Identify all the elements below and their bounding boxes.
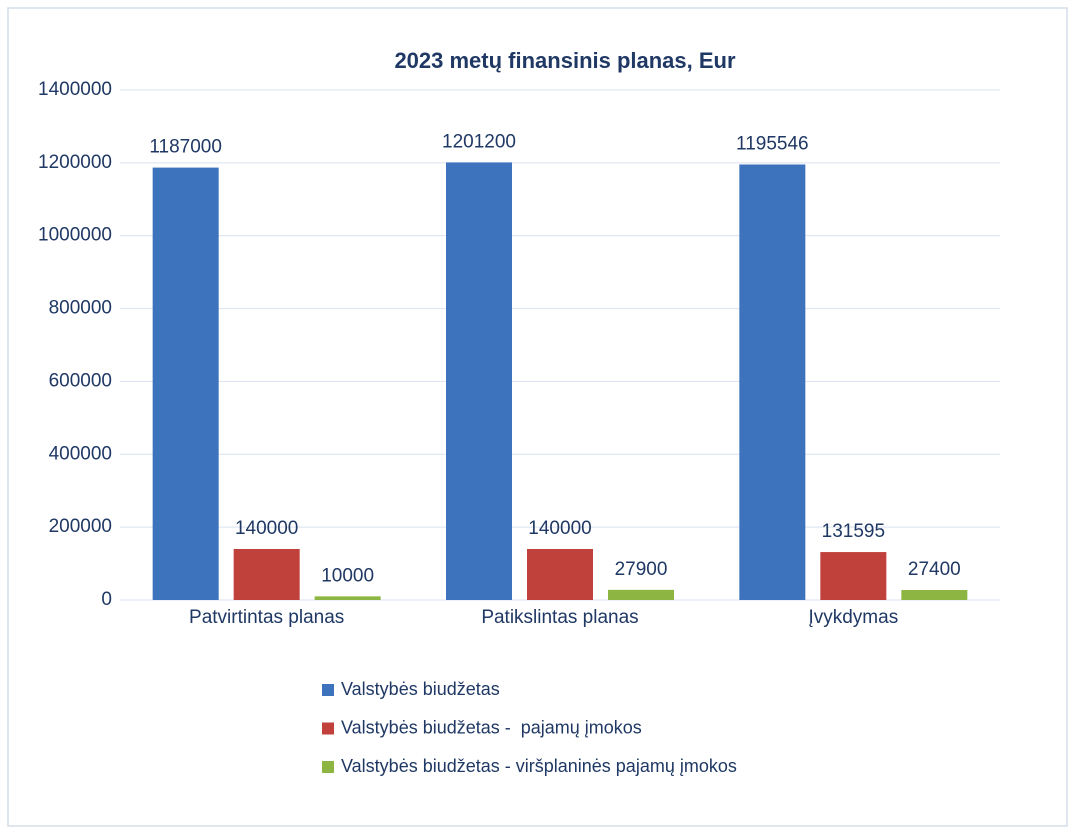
legend-label: Valstybės biudžetas - pajamų įmokos bbox=[341, 717, 642, 737]
legend-swatch bbox=[322, 684, 334, 696]
bar bbox=[314, 596, 381, 600]
data-label: 131595 bbox=[822, 521, 885, 542]
y-tick-label: 1200000 bbox=[38, 152, 112, 173]
bar bbox=[233, 549, 300, 600]
y-tick-label: 200000 bbox=[49, 516, 112, 537]
data-label: 140000 bbox=[528, 518, 591, 539]
y-tick-label: 1400000 bbox=[38, 79, 112, 100]
bar bbox=[152, 167, 219, 601]
x-tick-label: Įvykdymas bbox=[808, 607, 898, 628]
chart-title: 2023 metų finansinis planas, Eur bbox=[394, 48, 736, 73]
data-label: 27400 bbox=[908, 559, 961, 580]
bar bbox=[739, 164, 806, 600]
bar bbox=[446, 162, 512, 601]
bar bbox=[608, 589, 674, 600]
x-tick-label: Patikslintas planas bbox=[481, 607, 638, 628]
legend-swatch bbox=[322, 722, 334, 735]
y-tick-label: 1000000 bbox=[38, 225, 112, 246]
x-tick-label: Patvirtintas planas bbox=[189, 607, 344, 628]
y-tick-label: 400000 bbox=[49, 443, 112, 464]
data-label: 1201200 bbox=[442, 131, 516, 152]
legend-label: Valstybės biudžetas - viršplaninės pajam… bbox=[341, 756, 737, 776]
data-label: 10000 bbox=[321, 565, 374, 586]
bar bbox=[527, 549, 593, 600]
legend-swatch bbox=[322, 761, 334, 773]
y-tick-label: 600000 bbox=[49, 370, 112, 391]
y-tick-label: 0 bbox=[101, 589, 112, 610]
data-label: 1187000 bbox=[149, 137, 222, 158]
data-label: 27900 bbox=[615, 559, 668, 580]
legend-label: Valstybės biudžetas bbox=[341, 679, 500, 699]
data-label: 1195546 bbox=[736, 133, 809, 154]
y-tick-label: 800000 bbox=[49, 298, 112, 319]
bar bbox=[901, 590, 968, 600]
bar bbox=[820, 552, 887, 600]
data-label: 140000 bbox=[235, 518, 298, 539]
